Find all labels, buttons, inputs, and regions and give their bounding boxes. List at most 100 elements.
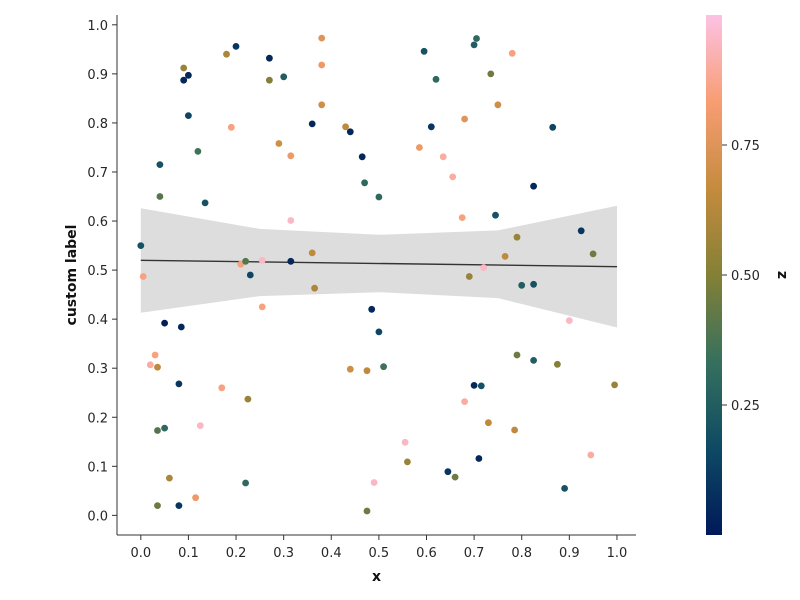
colorbar-tick-label: 0.75 <box>731 139 760 154</box>
colorbar-title: z <box>774 271 790 279</box>
x-tick-label: 0.2 <box>226 546 247 561</box>
data-point <box>280 73 288 81</box>
data-point <box>554 360 561 368</box>
x-tick-label: 1.0 <box>607 546 628 561</box>
data-point <box>287 257 295 265</box>
data-point <box>318 34 326 42</box>
data-point <box>192 494 200 502</box>
data-point <box>444 468 452 476</box>
data-point <box>432 75 440 83</box>
data-point <box>151 351 159 359</box>
y-tick-label: 0.4 <box>87 313 108 328</box>
points-layer <box>137 34 618 515</box>
data-point <box>311 284 318 292</box>
data-point <box>361 179 368 187</box>
y-tick-label: 0.6 <box>87 215 108 230</box>
data-point <box>577 227 585 235</box>
y-tick-label: 0.0 <box>87 509 108 524</box>
y-tick-label: 0.2 <box>87 411 108 426</box>
data-point <box>485 419 492 427</box>
data-point <box>161 424 169 432</box>
data-point <box>318 101 326 109</box>
data-point <box>611 381 618 389</box>
data-point <box>416 144 423 151</box>
data-point <box>451 473 459 481</box>
data-point <box>513 351 521 359</box>
data-point <box>458 214 466 222</box>
axes-layer: 0.0 0.1 0.2 0.3 0.4 0.5 0.6 0.7 0.8 0.9 1.0 0.0 0.1 0… <box>64 15 636 585</box>
data-point <box>175 380 183 388</box>
data-point <box>266 54 273 62</box>
data-point <box>439 153 447 161</box>
y-tick-label: 0.9 <box>87 68 108 83</box>
data-point <box>511 426 518 434</box>
data-point <box>218 384 226 392</box>
data-point <box>508 49 516 57</box>
data-point <box>449 173 457 181</box>
x-tick-label: 0.0 <box>130 546 151 561</box>
x-tick-label: 0.3 <box>273 546 294 561</box>
y-tick-label: 0.7 <box>87 166 108 181</box>
data-point <box>368 305 376 313</box>
colorbar-gradient <box>706 15 722 535</box>
data-point <box>380 363 387 371</box>
data-point <box>137 242 145 250</box>
x-tick-label: 0.9 <box>559 546 580 561</box>
data-point <box>346 128 354 136</box>
data-point <box>518 281 526 289</box>
y-tick-label: 0.3 <box>87 362 108 377</box>
data-point <box>154 363 161 371</box>
data-point <box>156 161 164 169</box>
data-point <box>242 479 250 487</box>
x-tick-label: 0.8 <box>511 546 532 561</box>
data-point <box>470 382 478 389</box>
data-point <box>589 250 597 258</box>
data-point <box>180 76 188 84</box>
y-tick-label: 1.0 <box>87 19 108 34</box>
data-point <box>420 47 428 55</box>
data-point <box>561 485 568 492</box>
data-point <box>223 50 230 58</box>
data-point <box>363 507 371 515</box>
data-point <box>501 253 509 260</box>
data-point <box>287 152 295 160</box>
data-point <box>154 502 161 509</box>
data-point <box>242 257 250 265</box>
data-point <box>196 422 204 429</box>
data-point <box>244 395 252 403</box>
y-tick-label: 0.8 <box>87 117 108 132</box>
data-point <box>287 217 295 224</box>
data-point <box>177 323 185 331</box>
data-point <box>549 123 557 131</box>
data-point <box>401 438 409 446</box>
data-point <box>530 280 537 288</box>
x-tick-label: 0.7 <box>464 546 485 561</box>
colorbar-tick-label: 0.50 <box>731 269 760 284</box>
confidence-band <box>140 205 618 328</box>
data-point <box>494 101 502 109</box>
data-point <box>461 398 468 405</box>
data-point <box>308 249 316 257</box>
data-point <box>318 61 326 69</box>
data-point <box>180 64 188 72</box>
data-point <box>146 361 154 369</box>
data-point <box>156 193 164 200</box>
colorbar: 0.25 0.50 0.75 z <box>706 15 790 535</box>
data-point <box>530 182 537 190</box>
data-point <box>375 193 383 201</box>
data-point <box>427 123 435 131</box>
data-point <box>166 474 173 482</box>
data-point <box>346 365 354 373</box>
x-tick-label: 0.4 <box>321 546 342 561</box>
data-point <box>308 120 316 128</box>
data-point <box>201 199 209 207</box>
data-point <box>154 427 161 434</box>
data-point <box>461 115 468 123</box>
x-axis-title: x <box>372 569 381 585</box>
data-point <box>370 479 378 486</box>
x-tick-label: 0.6 <box>416 546 437 561</box>
data-point <box>477 382 485 390</box>
data-point <box>194 148 202 155</box>
data-point <box>185 71 192 79</box>
